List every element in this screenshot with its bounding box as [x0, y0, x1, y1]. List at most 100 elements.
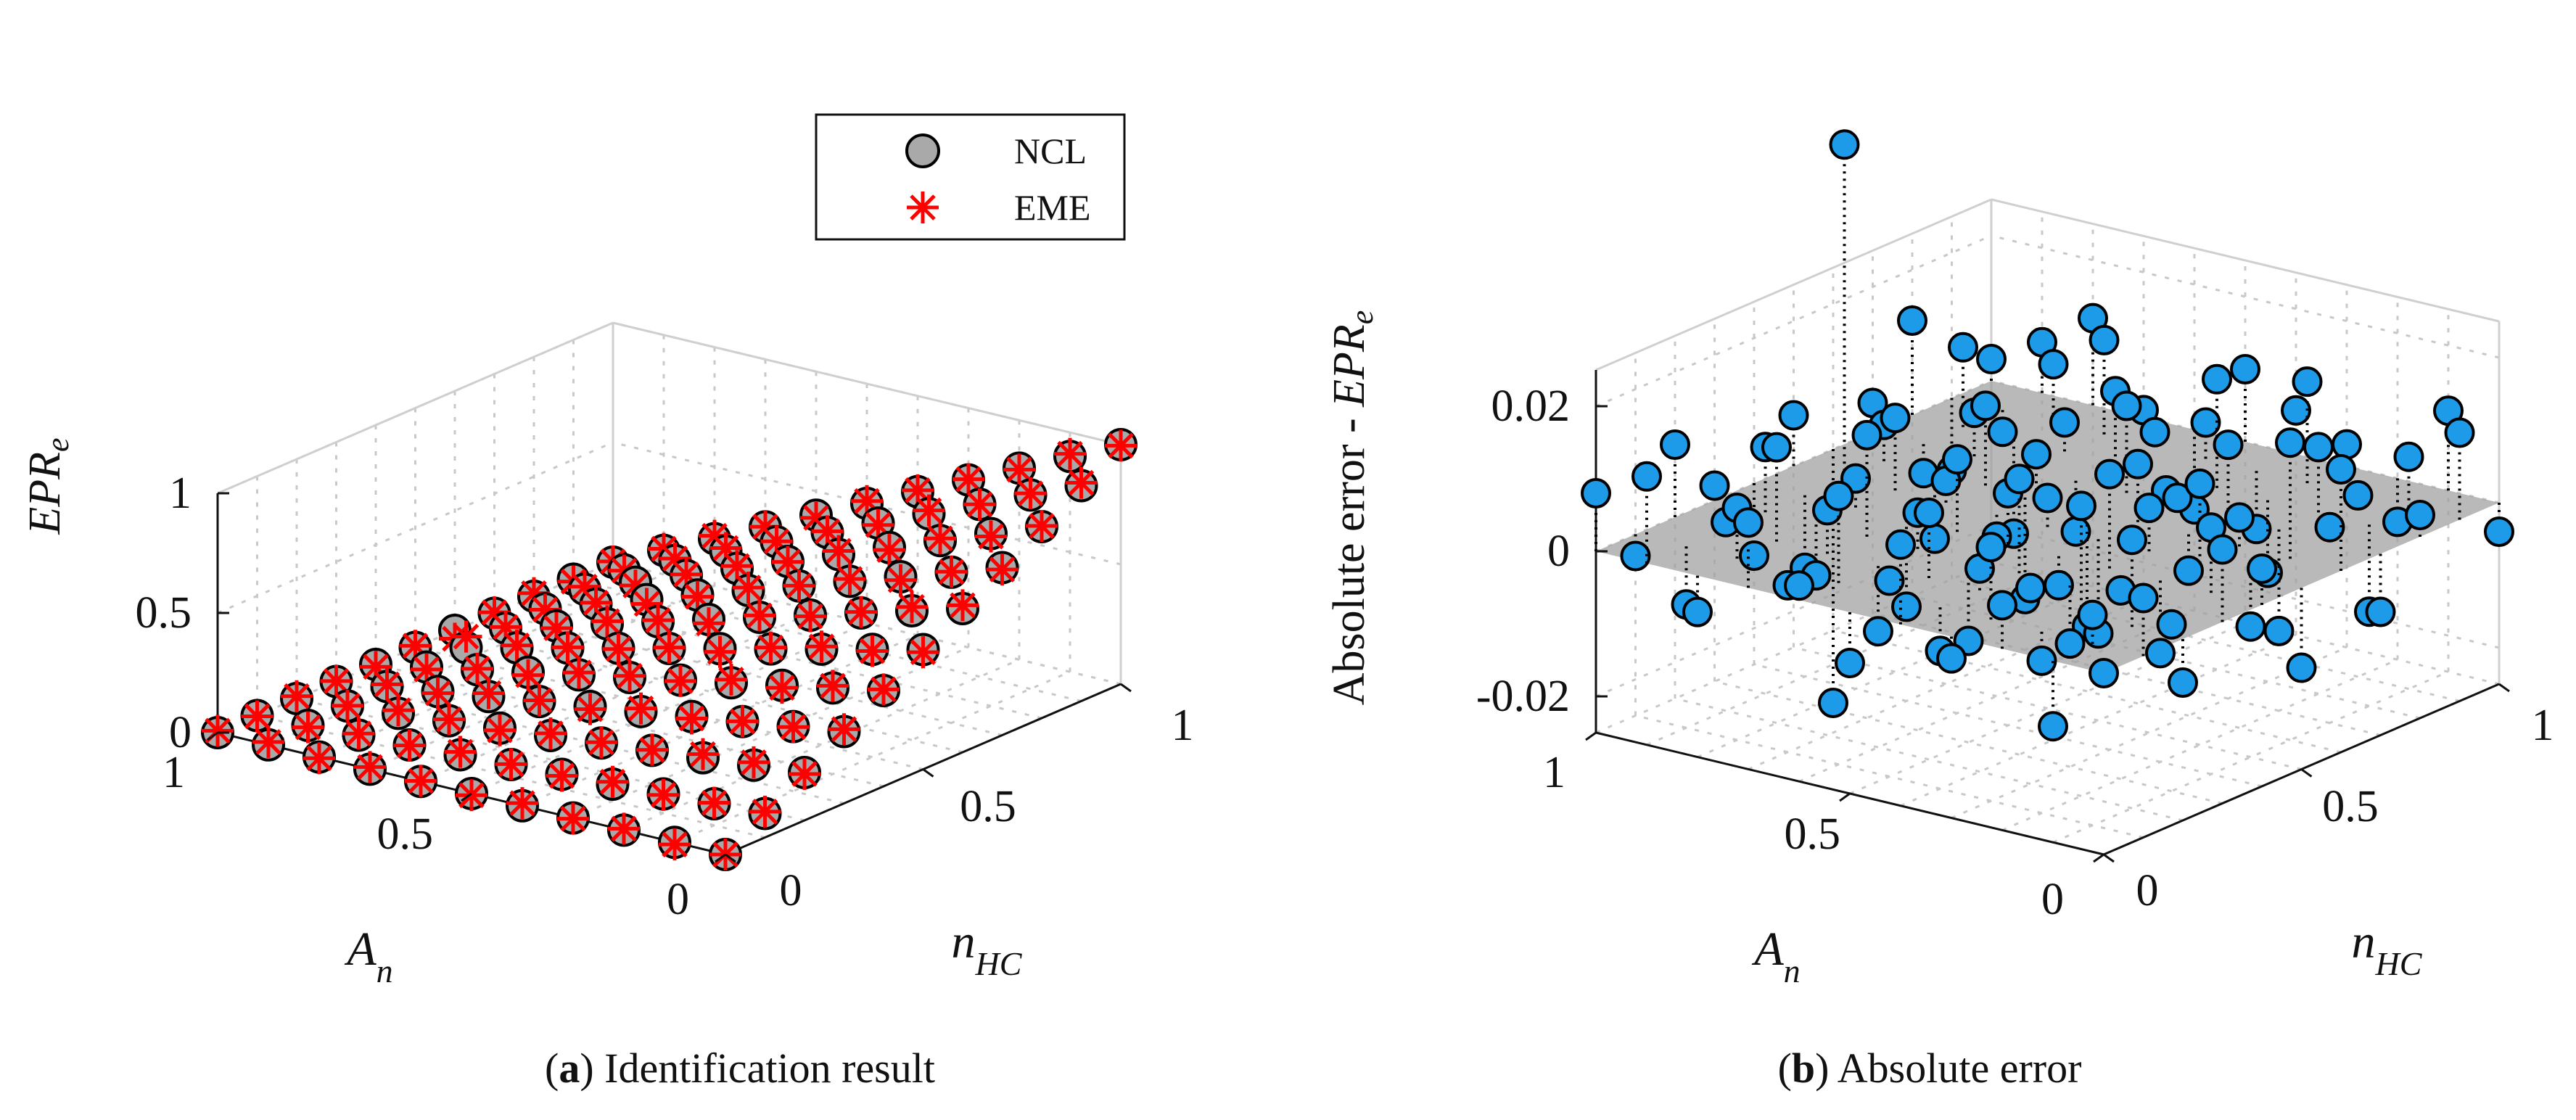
eme-marker	[602, 633, 635, 665]
eme-marker-stroke	[1006, 456, 1032, 483]
eme-marker-stroke	[803, 505, 829, 531]
panel-a-nhc-tick	[725, 853, 736, 863]
panel-a-nhc-tick	[922, 768, 934, 778]
eme-marker	[834, 563, 866, 596]
panel-a-tick-labels: 0 0.5 1 1 0.5 0 0 0.5 1	[136, 469, 1194, 924]
eme-marker-stroke	[662, 831, 688, 857]
eme-marker-stroke	[295, 714, 321, 741]
eme-marker	[342, 717, 375, 750]
eme-marker-stroke	[673, 561, 699, 588]
eme-marker	[828, 713, 860, 746]
eme-marker-stroke	[323, 668, 350, 694]
error-marker	[2162, 482, 2193, 514]
eme-marker-stroke	[1057, 440, 1083, 467]
eme-marker	[856, 635, 889, 667]
eme-marker-stroke	[493, 614, 519, 641]
eme-marker	[896, 590, 928, 623]
panel-a-floor-grid-line	[296, 697, 805, 822]
eme-marker-stroke	[515, 662, 541, 688]
error-marker	[2444, 417, 2475, 448]
eme-marker	[783, 569, 815, 602]
eme-marker	[506, 787, 538, 820]
legend-eme-label: EME	[1014, 187, 1091, 228]
eme-marker-stroke	[1068, 469, 1095, 496]
eme-marker-stroke	[458, 782, 485, 809]
error-marker	[1987, 590, 2017, 621]
panel-b-nhc-tick	[2498, 683, 2510, 693]
legend-ncl-label: NCL	[1014, 131, 1087, 171]
panel-a-legend: NCL EME	[815, 113, 1126, 241]
error-marker	[2405, 500, 2435, 530]
eme-marker	[332, 689, 363, 722]
eme-marker-stroke	[306, 745, 332, 772]
error-marker	[2060, 516, 2091, 547]
legend-eme-marker	[907, 192, 939, 223]
eme-marker	[693, 607, 725, 640]
panel-a-nhc-tick-label: 0	[780, 866, 802, 915]
eme-marker-stroke	[718, 667, 744, 693]
panel-a-nhc-tick-label: 0.5	[960, 782, 1016, 831]
eme-marker-stroke	[746, 602, 773, 629]
error-marker	[1970, 390, 2001, 421]
panel-b-nhc-tick-label: 1	[2532, 701, 2554, 750]
eme-marker-stroke	[599, 768, 626, 795]
eme-marker-stroke	[345, 720, 372, 746]
panel-a-floor-grid-line	[336, 680, 844, 804]
eme-marker-stroke	[475, 680, 502, 707]
eme-marker-stroke	[797, 603, 823, 630]
panel-a-floor-grid-line	[454, 629, 963, 754]
eme-marker	[320, 664, 353, 697]
eme-marker-stroke	[509, 790, 535, 816]
eme-marker-stroke	[678, 705, 705, 732]
eme-marker-stroke	[453, 623, 480, 650]
eme-marker	[907, 636, 939, 669]
error-marker	[1784, 570, 1814, 601]
error-marker	[2202, 363, 2232, 395]
eme-marker-stroke	[594, 608, 620, 635]
error-marker	[1863, 616, 1893, 647]
eme-marker	[975, 520, 1007, 553]
panel-b-z-tick-label: 0	[1547, 527, 1570, 576]
eme-marker	[851, 485, 883, 517]
error-marker	[2230, 354, 2260, 384]
error-marker	[2111, 390, 2142, 421]
error-marker	[2038, 711, 2068, 742]
eme-marker-stroke	[915, 497, 942, 524]
panel-b-nhc-tick	[2103, 853, 2115, 863]
eme-marker-stroke	[707, 638, 733, 665]
panel-b-an-tick-label: 1	[1543, 748, 1565, 797]
panel-b-stems	[1581, 129, 2514, 742]
error-marker	[1631, 461, 1662, 492]
eme-marker-stroke	[763, 528, 790, 555]
error-marker	[2303, 432, 2334, 463]
eme-marker-stroke	[577, 696, 604, 722]
error-marker	[2077, 599, 2108, 630]
error-marker	[1885, 529, 1916, 560]
eme-marker	[303, 742, 335, 775]
eme-marker-stroke	[503, 633, 530, 659]
eme-marker	[512, 659, 544, 691]
eme-marker	[805, 630, 838, 663]
eme-marker	[868, 673, 900, 706]
eme-marker	[873, 534, 905, 567]
eme-marker-stroke	[775, 548, 801, 575]
panel-b-xlabel: nHC	[2352, 915, 2423, 982]
error-marker	[2044, 569, 2074, 601]
panel-a-z-tick-label: 1	[169, 469, 192, 518]
eme-marker	[1105, 429, 1137, 462]
error-marker	[1739, 540, 1769, 571]
panel-b-back-edge	[1991, 198, 2500, 323]
panel-b-floor-grid-line	[1635, 715, 2144, 839]
eme-marker	[393, 729, 426, 762]
error-marker	[1620, 540, 1651, 572]
eme-marker-stroke	[910, 639, 937, 665]
error-marker	[2173, 555, 2204, 586]
eme-marker-stroke	[662, 545, 688, 572]
panel-b-an-tick-label: 0.5	[1785, 810, 1841, 859]
eme-marker-stroke	[955, 466, 982, 493]
eme-marker	[659, 828, 691, 861]
error-marker	[2168, 667, 2198, 698]
eme-marker	[924, 522, 956, 555]
eme-marker	[625, 692, 657, 725]
error-marker	[2235, 611, 2266, 642]
